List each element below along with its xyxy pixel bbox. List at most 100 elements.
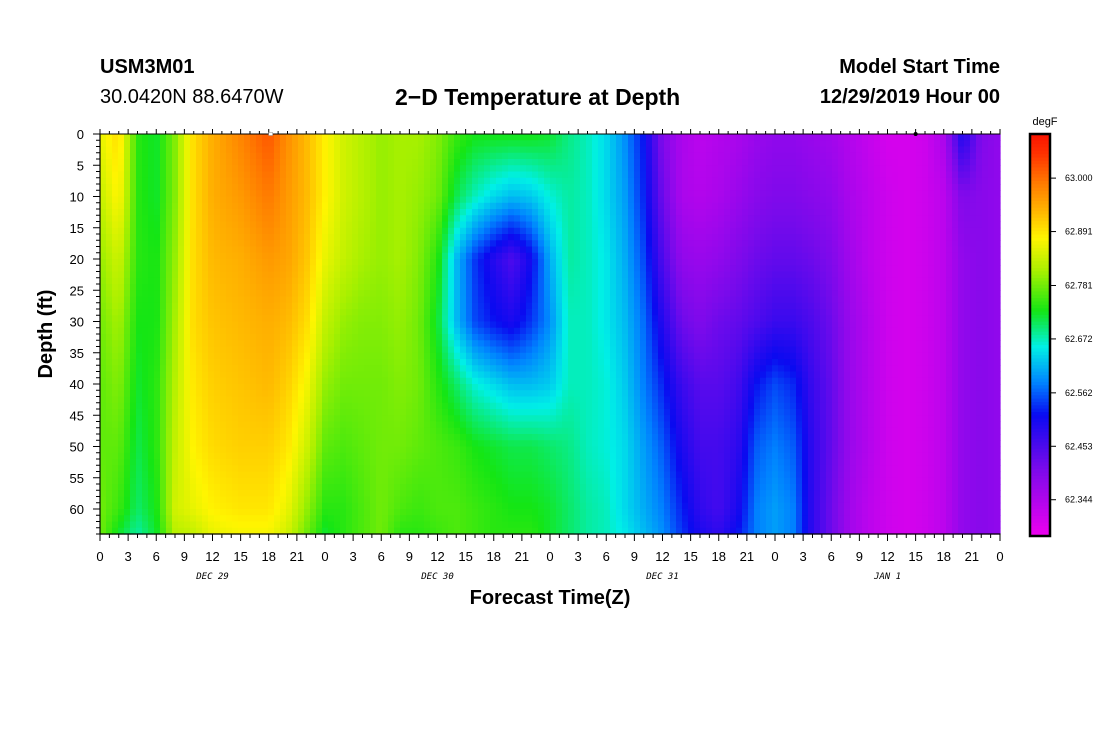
heatmap-cell [286, 421, 293, 429]
heatmap-cell [112, 177, 119, 185]
heatmap-cell [244, 402, 251, 410]
heatmap-cell [556, 259, 563, 266]
heatmap-cell [166, 377, 173, 385]
heatmap-cell [406, 440, 413, 448]
heatmap-cell [442, 165, 449, 173]
heatmap-cell [436, 515, 443, 523]
heatmap-cell [238, 327, 245, 335]
heatmap-cell [310, 409, 317, 416]
heatmap-cell [118, 465, 125, 473]
heatmap-cell [550, 496, 557, 504]
heatmap-cell [430, 484, 437, 491]
heatmap-cell [394, 396, 401, 404]
heatmap-cell [118, 377, 125, 385]
heatmap-cell [232, 321, 239, 329]
heatmap-cell [196, 140, 203, 148]
heatmap-cell [130, 377, 137, 385]
heatmap-cell [286, 234, 293, 241]
heatmap-cell [490, 190, 497, 198]
heatmap-cell [382, 371, 389, 379]
heatmap-cell [298, 521, 305, 529]
heatmap-cell [202, 140, 209, 148]
heatmap-cell [112, 152, 119, 160]
heatmap-cell [262, 359, 269, 366]
heatmap-cell [466, 415, 473, 423]
heatmap-cell [454, 134, 461, 141]
heatmap-cell [190, 396, 197, 404]
heatmap-cell [352, 290, 359, 298]
heatmap-cell [520, 246, 527, 254]
heatmap-cell [226, 434, 233, 441]
heatmap-cell [238, 302, 245, 310]
heatmap-cell [220, 234, 227, 241]
heatmap-cell [118, 340, 125, 348]
heatmap-cell [166, 346, 173, 354]
heatmap-cell [352, 152, 359, 160]
heatmap-cell [190, 346, 197, 354]
heatmap-cell [238, 496, 245, 504]
heatmap-cell [214, 302, 221, 310]
heatmap-cell [112, 402, 119, 410]
heatmap-cell [196, 259, 203, 266]
heatmap-cell [172, 340, 179, 348]
heatmap-cell [190, 202, 197, 210]
heatmap-cell [472, 459, 479, 466]
heatmap-cell [178, 459, 185, 466]
heatmap-cell [136, 390, 143, 398]
heatmap-cell [454, 190, 461, 198]
heatmap-cell [214, 284, 221, 291]
heatmap-cell [274, 440, 281, 448]
heatmap-cell [454, 302, 461, 310]
heatmap-cell [244, 334, 251, 341]
heatmap-cell [526, 302, 533, 310]
heatmap-cell [196, 402, 203, 410]
heatmap-cell [394, 221, 401, 229]
heatmap-cell [262, 440, 269, 448]
heatmap-cell [460, 152, 467, 160]
heatmap-cell [406, 309, 413, 316]
heatmap-cell [208, 415, 215, 423]
heatmap-cell [490, 352, 497, 360]
heatmap-cell [364, 209, 371, 216]
heatmap-cell [454, 365, 461, 373]
heatmap-cell [526, 271, 533, 279]
heatmap-cell [430, 490, 437, 498]
heatmap-cell [256, 521, 263, 529]
heatmap-cell [436, 309, 443, 316]
heatmap-cell [406, 515, 413, 523]
heatmap-cell [196, 440, 203, 448]
heatmap-cell [280, 477, 287, 485]
heatmap-cell [544, 340, 551, 348]
heatmap-cell [208, 277, 215, 285]
heatmap-cell [118, 484, 125, 491]
heatmap-cell [448, 421, 455, 429]
heatmap-cell [418, 377, 425, 385]
heatmap-cell [484, 459, 491, 466]
heatmap-cell [178, 471, 185, 479]
heatmap-cell [238, 484, 245, 491]
heatmap-cell [202, 265, 209, 273]
heatmap-cell [100, 327, 107, 335]
heatmap-cell [442, 196, 449, 204]
heatmap-cell [118, 277, 125, 285]
heatmap-cell [274, 484, 281, 491]
heatmap-cell [184, 340, 191, 348]
heatmap-cell [262, 346, 269, 354]
heatmap-cell [304, 352, 311, 360]
heatmap-cell [172, 196, 179, 204]
heatmap-cell [214, 415, 221, 423]
heatmap-cell [562, 452, 569, 460]
heatmap-cell [172, 184, 179, 191]
heatmap-cell [292, 409, 299, 416]
heatmap-cell [118, 252, 125, 260]
heatmap-cell [250, 184, 257, 191]
heatmap-cell [478, 365, 485, 373]
heatmap-cell [208, 496, 215, 504]
heatmap-cell [532, 502, 539, 510]
heatmap-cell [184, 134, 191, 141]
heatmap-cell [394, 140, 401, 148]
heatmap-cell [538, 484, 545, 491]
heatmap-cell [268, 496, 275, 504]
heatmap-cell [268, 427, 275, 435]
heatmap-cell [400, 196, 407, 204]
